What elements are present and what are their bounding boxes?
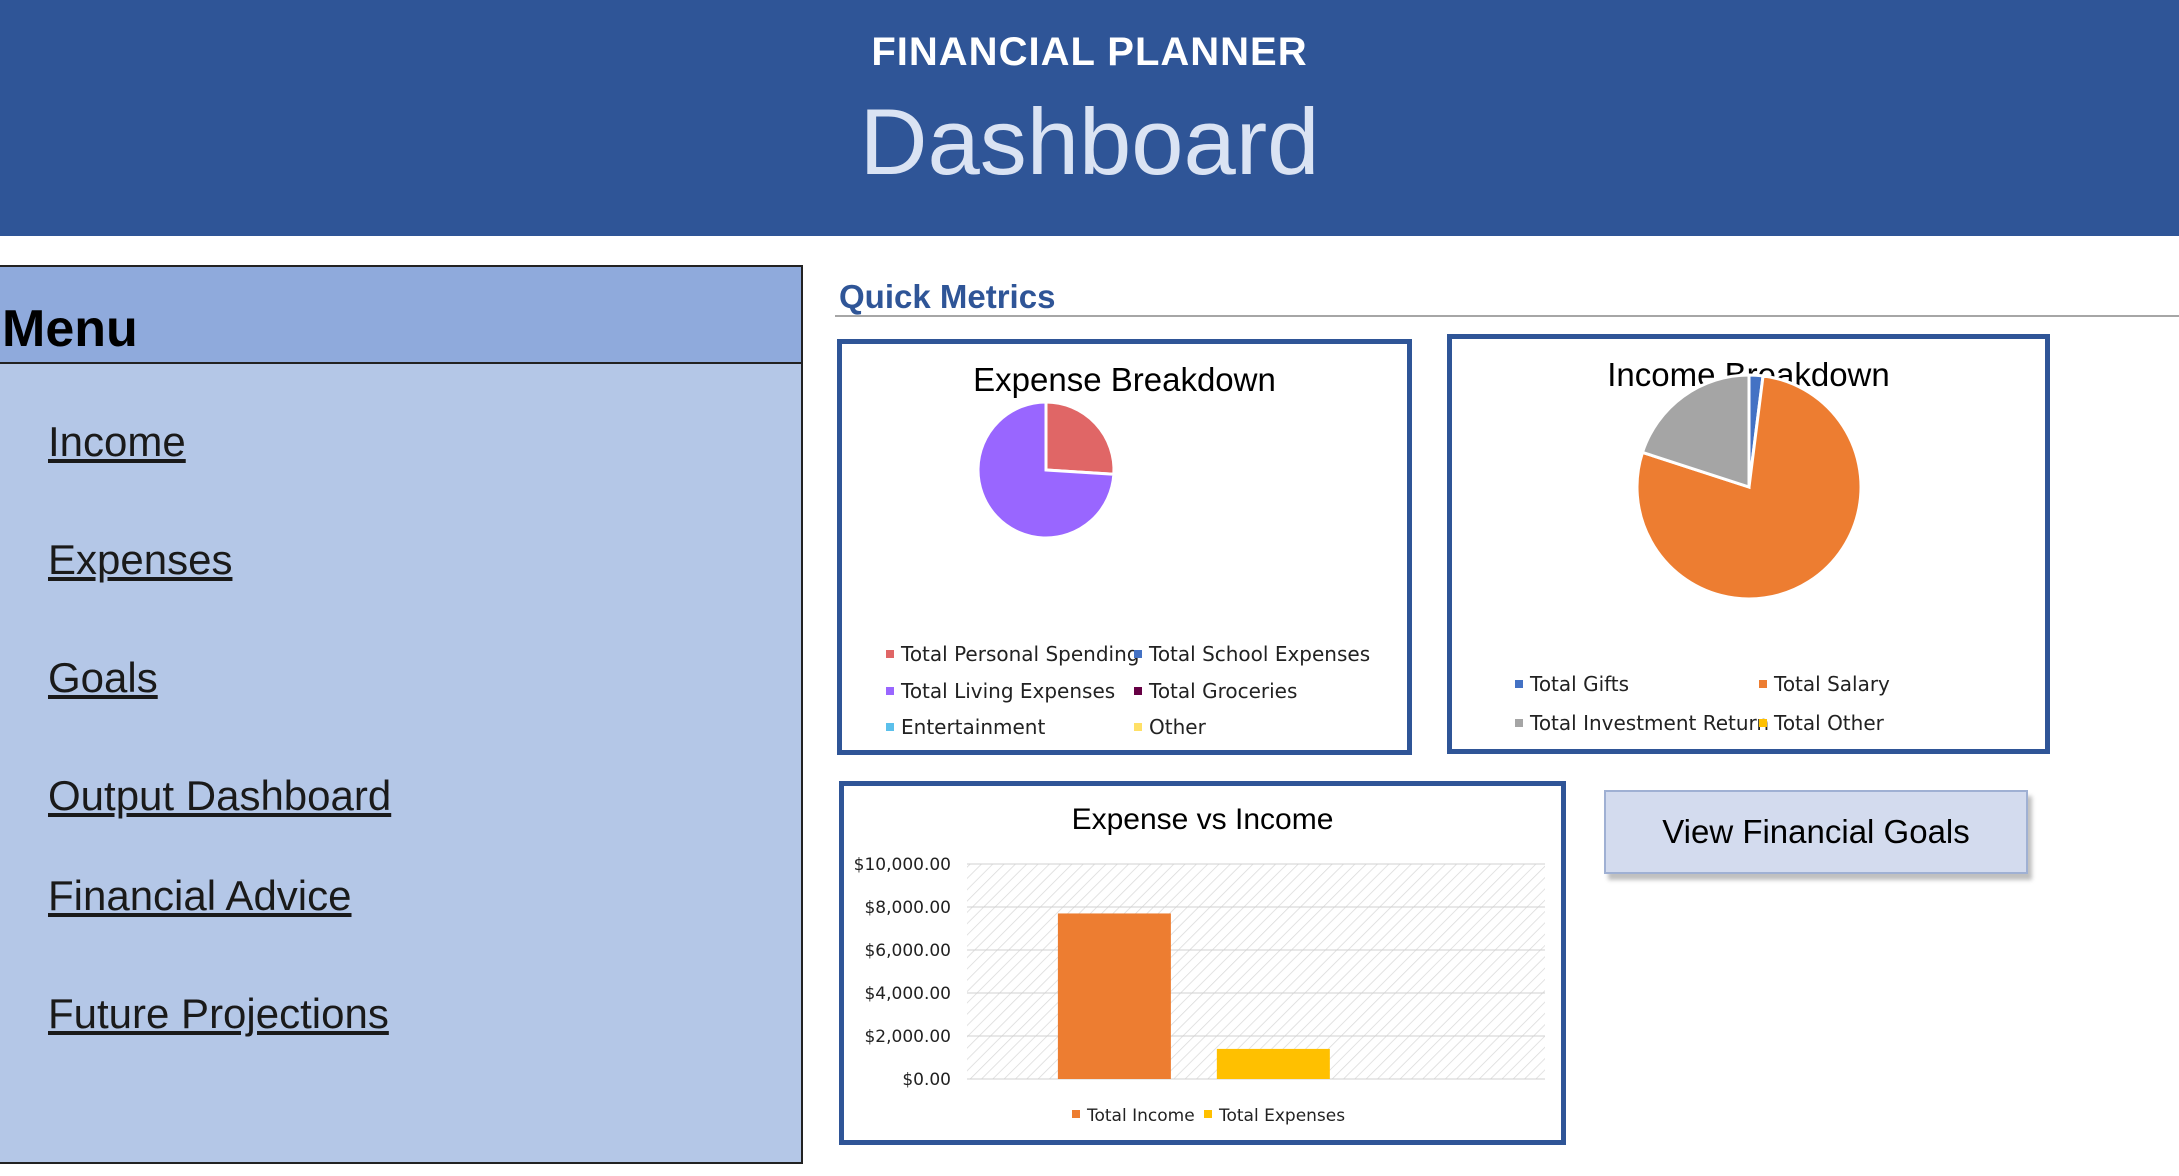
quick-metrics-divider (835, 315, 2179, 317)
page-title: Dashboard (859, 89, 1320, 194)
view-financial-goals-button[interactable]: View Financial Goals (1604, 790, 2028, 874)
expense-legend-item: Total Personal Spending (886, 642, 1139, 666)
expense-breakdown-card: Expense Breakdown Total Personal Spendin… (837, 339, 1412, 755)
legend-label: Total Income (1087, 1106, 1195, 1126)
menu-link-future-projections[interactable]: Future Projections (48, 990, 389, 1037)
legend-label: Total Living Expenses (901, 679, 1116, 703)
legend-label: Total Personal Spending (901, 642, 1140, 666)
legend-label: Total Investment Return (1530, 711, 1770, 735)
menu-header: Menu (0, 267, 801, 364)
legend-label: Total Expenses (1219, 1106, 1346, 1126)
income-legend-item: Total Salary (1759, 672, 1890, 696)
expense-vs-income-svg: $0.00 $2,000.00 $4,000.00 $6,000.00 $8,000.0… (854, 855, 1545, 1090)
legend-swatch (1072, 1110, 1080, 1118)
legend-label: Other (1149, 715, 1206, 739)
y-tick-label: $0.00 (902, 1070, 951, 1090)
legend-swatch (1515, 718, 1523, 727)
legend-label: Entertainment (901, 715, 1046, 739)
income-pie-svg (1635, 373, 1863, 601)
menu-link-income[interactable]: Income (48, 418, 186, 465)
income-breakdown-card: Income Breakdown Total Gifts Total Salar… (1447, 334, 2050, 754)
legend-label: Total School Expenses (1149, 642, 1371, 666)
expense-legend-item: Entertainment (886, 715, 1045, 739)
plot-area (967, 864, 1545, 1079)
legend-swatch (1134, 649, 1142, 658)
legend-swatch (886, 722, 894, 731)
bar-total-expenses (1216, 1048, 1330, 1079)
bar-legend-item: Total Expenses (1204, 1106, 1345, 1126)
y-tick-label: $6,000.00 (864, 941, 951, 961)
legend-swatch (1204, 1110, 1212, 1118)
expense-legend-item: Total Living Expenses (886, 679, 1115, 703)
legend-label: Total Other (1774, 711, 1884, 735)
y-tick-label: $8,000.00 (864, 898, 951, 918)
legend-label: Total Gifts (1530, 672, 1630, 696)
income-legend-item: Total Other (1759, 711, 1884, 735)
legend-swatch (886, 686, 894, 695)
app-subtitle: FINANCIAL PLANNER (871, 30, 1308, 74)
quick-metrics-title: Quick Metrics (839, 278, 1056, 315)
expense-vs-income-title: Expense vs Income (1071, 803, 1334, 836)
legend-swatch (1759, 718, 1767, 727)
expense-legend-item: Total Groceries (1134, 679, 1297, 703)
pie-slice (1044, 400, 1116, 476)
expense-vs-income-card: Expense vs Income $0.00 $2,000.00 $4,000.0… (839, 781, 1566, 1145)
bar-total-income (1057, 913, 1171, 1079)
app-header: FINANCIAL PLANNER Dashboard (0, 0, 2179, 236)
legend-swatch (886, 649, 894, 658)
income-legend-item: Total Investment Return (1515, 711, 1769, 735)
legend-label: Total Groceries (1149, 679, 1298, 703)
menu-link-goals[interactable]: Goals (48, 654, 158, 701)
y-tick-label: $4,000.00 (864, 984, 951, 1004)
menu-link-financial-advice[interactable]: Financial Advice (48, 872, 352, 919)
menu-link-output-dashboard[interactable]: Output Dashboard (48, 772, 392, 819)
y-tick-label: $2,000.00 (864, 1027, 951, 1047)
legend-swatch (1134, 722, 1142, 731)
legend-swatch (1134, 686, 1142, 695)
pie-slice (976, 400, 1116, 540)
legend-swatch (1759, 679, 1767, 688)
y-tick-label: $10,000.00 (854, 855, 951, 875)
menu-link-expenses[interactable]: Expenses (48, 536, 233, 583)
pie-slice (1640, 373, 1751, 490)
expense-legend-item: Other (1134, 715, 1206, 739)
expense-legend-item: Total School Expenses (1134, 642, 1370, 666)
menu-panel: Menu Income Expenses Goals Output Dashbo… (0, 265, 803, 1164)
legend-label: Total Salary (1774, 672, 1890, 696)
bar-legend-item: Total Income (1072, 1106, 1195, 1126)
legend-swatch (1515, 679, 1523, 688)
menu-title: Menu (2, 300, 138, 358)
expense-breakdown-title: Expense Breakdown (973, 361, 1276, 398)
expense-pie-svg (976, 400, 1116, 540)
income-legend-item: Total Gifts (1515, 672, 1629, 696)
